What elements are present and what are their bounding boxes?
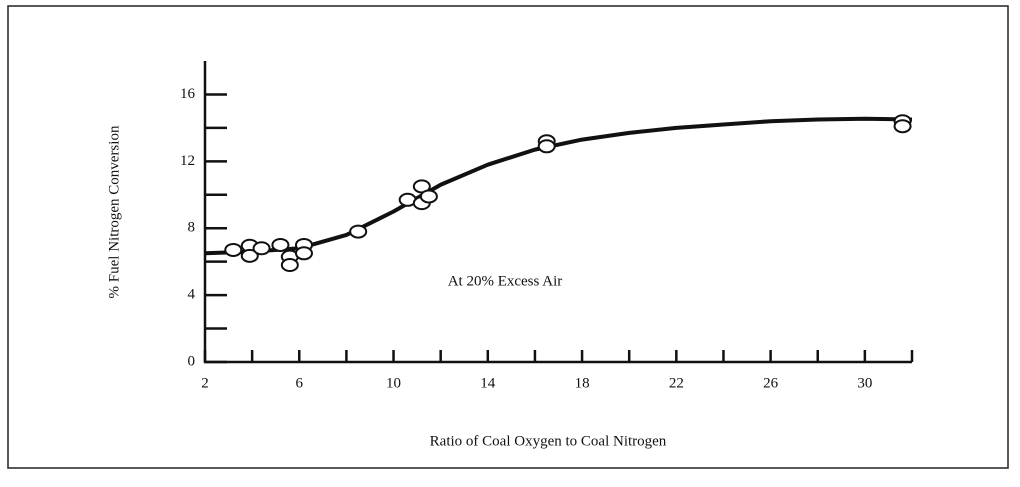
y-tick-label: 0	[188, 353, 196, 369]
y-tick-label: 16	[180, 86, 196, 102]
x-tick-label: 30	[857, 375, 872, 391]
x-tick-label: 26	[763, 375, 779, 391]
x-tick-label: 22	[669, 375, 684, 391]
frame	[7, 5, 1009, 469]
x-tick-label: 2	[201, 375, 209, 391]
data-point	[271, 237, 290, 252]
axes	[203, 61, 912, 364]
data-point	[349, 224, 368, 239]
y-tick-label: 4	[188, 287, 196, 303]
data-point	[294, 246, 313, 261]
x-tick-label: 18	[575, 375, 590, 391]
y-tick-label: 12	[180, 153, 195, 169]
y-axis-label: % Fuel Nitrogen Conversion	[106, 125, 122, 298]
data-point	[224, 242, 243, 257]
x-tick-label: 10	[386, 375, 401, 391]
data-point	[252, 241, 271, 256]
data-point	[280, 258, 299, 273]
data-point	[240, 248, 259, 263]
data-point	[537, 139, 556, 154]
fit-curve	[204, 116, 913, 256]
annotation: At 20% Excess Air	[448, 273, 563, 289]
data-point	[893, 119, 912, 134]
x-tick-label: 6	[296, 375, 304, 391]
y-tick-label: 8	[188, 220, 196, 236]
x-axis-label: Ratio of Coal Oxygen to Coal Nitrogen	[430, 433, 667, 449]
x-tick-label: 14	[480, 375, 496, 391]
data-point	[419, 189, 438, 204]
